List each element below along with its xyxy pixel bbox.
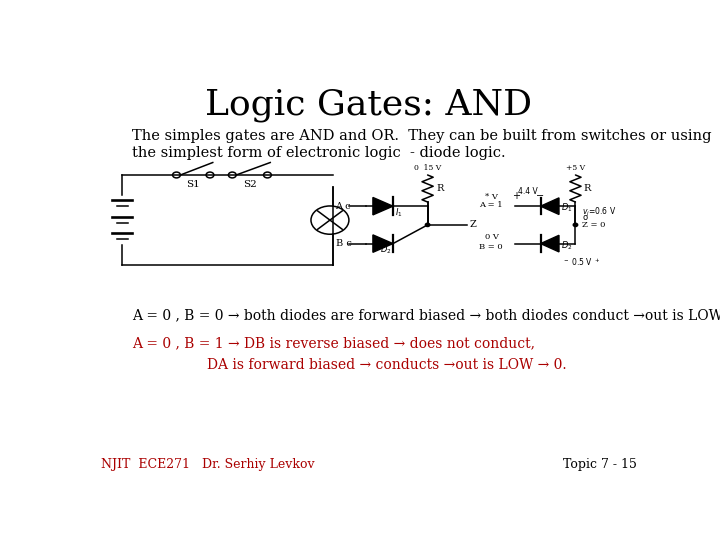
Text: $D_2$: $D_2$	[380, 244, 392, 256]
Text: 4.4 V: 4.4 V	[518, 187, 538, 195]
Text: A c: A c	[336, 201, 351, 211]
Text: −: −	[536, 191, 544, 201]
Text: $I_1$: $I_1$	[395, 206, 402, 219]
Text: $D_1$: $D_1$	[561, 201, 573, 214]
Text: the simplest form of electronic logic  - diode logic.: the simplest form of electronic logic - …	[132, 146, 505, 160]
Text: Z: Z	[469, 220, 477, 230]
Text: S2: S2	[243, 180, 257, 190]
Text: 0  15 V: 0 15 V	[414, 164, 441, 172]
Text: The simples gates are AND and OR.  They can be built from switches or using: The simples gates are AND and OR. They c…	[132, 129, 711, 143]
Text: A = 1: A = 1	[479, 201, 503, 209]
Text: R: R	[584, 184, 591, 193]
Polygon shape	[541, 235, 559, 252]
Text: A = 0 , B = 0 → both diodes are forward biased → both diodes conduct →out is LOW: A = 0 , B = 0 → both diodes are forward …	[132, 308, 720, 322]
Text: Logic Gates: AND: Logic Gates: AND	[205, 87, 533, 122]
Text: B c: B c	[336, 239, 351, 248]
Circle shape	[426, 223, 430, 227]
Text: o: o	[582, 213, 588, 222]
Text: Topic 7 - 15: Topic 7 - 15	[563, 458, 637, 471]
Circle shape	[573, 223, 577, 227]
Text: DA is forward biased → conducts →out is LOW → 0.: DA is forward biased → conducts →out is …	[207, 358, 567, 372]
Text: $^-$ 0.5 V $^+$: $^-$ 0.5 V $^+$	[562, 256, 600, 268]
Text: $D_2$: $D_2$	[561, 239, 573, 252]
Text: NJIT  ECE271   Dr. Serhiy Levkov: NJIT ECE271 Dr. Serhiy Levkov	[101, 458, 315, 471]
Polygon shape	[373, 235, 393, 252]
Text: R: R	[436, 184, 444, 193]
Text: B = 0: B = 0	[479, 242, 503, 251]
Text: 0 V: 0 V	[485, 233, 498, 241]
Text: +: +	[513, 191, 521, 201]
Text: A = 0 , B = 1 → DB is reverse biased → does not conduct,: A = 0 , B = 1 → DB is reverse biased → d…	[132, 336, 535, 350]
Text: +5 V: +5 V	[566, 164, 585, 172]
Text: $v_j$=0.6 V: $v_j$=0.6 V	[582, 206, 616, 219]
Text: S1: S1	[186, 180, 200, 190]
Polygon shape	[373, 198, 393, 215]
Text: Z = 0: Z = 0	[582, 220, 606, 228]
Polygon shape	[541, 198, 559, 214]
Text: * V: * V	[485, 193, 498, 201]
